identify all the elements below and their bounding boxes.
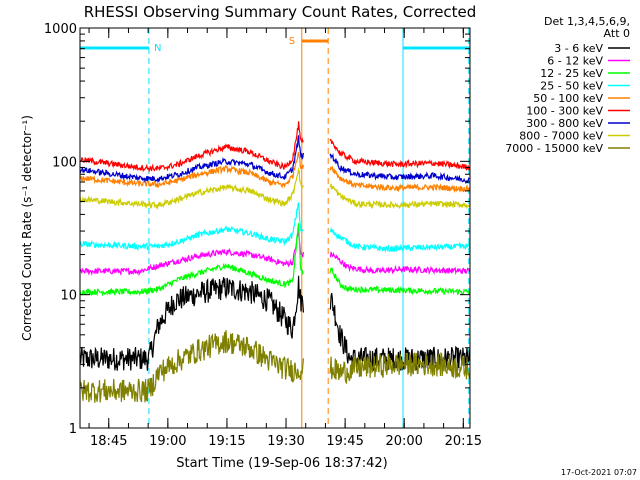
series-line-1 [79, 230, 470, 277]
series-line-8 [79, 330, 470, 403]
series-line-6 [79, 135, 470, 185]
y-axis: 1 10 100 1000 [44, 22, 470, 437]
x-axis: 18:45 19:00 19:15 19:30 19:45 20:00 20:15 [88, 28, 482, 449]
x-tick-label: 19:30 [267, 434, 304, 449]
saa-flag-label: S [289, 36, 295, 47]
series-line-3 [79, 201, 470, 254]
x-tick-label: 20:00 [385, 434, 422, 449]
y-tick-label: 1000 [44, 22, 77, 37]
legend-entry-label: 25 - 50 keV [540, 80, 603, 93]
timestamp: 17-Oct-2021 07:07 [561, 468, 637, 477]
legend-entry-label: 50 - 100 keV [533, 92, 603, 105]
legend-entry-label: 100 - 300 keV [526, 105, 603, 118]
series-line-5 [79, 121, 470, 173]
x-tick-label: 18:45 [90, 434, 127, 449]
y-tick-label: 10 [60, 289, 77, 304]
y-axis-label: Corrected Count Rate (s⁻¹ detector⁻¹) [20, 115, 34, 341]
legend-entry-label: 300 - 800 keV [526, 117, 603, 130]
chart-title: RHESSI Observing Summary Count Rates, Co… [84, 3, 477, 21]
legend-header-line: Det 1,3,4,5,6,9, [544, 15, 630, 28]
x-tick-label: 20:15 [445, 434, 482, 449]
y-tick-label: 1 [69, 422, 77, 437]
series-line-4 [79, 151, 470, 194]
legend-entry-label: 6 - 12 keV [547, 55, 603, 68]
plot-frame [79, 27, 471, 429]
series-line-7 [79, 167, 470, 211]
x-tick-label: 19:45 [326, 434, 363, 449]
legend-entry-label: 800 - 7000 keV [519, 130, 603, 143]
legend-entry-label: 12 - 25 keV [540, 67, 603, 80]
series-layer [79, 121, 470, 403]
legend-header-line: Att 0 [604, 27, 630, 40]
legend-entry-label: 7000 - 15000 keV [505, 142, 603, 155]
night-flag-label: N [154, 43, 161, 54]
x-tick-label: 19:15 [208, 434, 245, 449]
legend-entry-label: 3 - 6 keV [554, 42, 603, 55]
x-axis-label: Start Time (19-Sep-06 18:37:42) [176, 456, 387, 471]
series-line-2 [79, 223, 470, 297]
y-tick-label: 100 [52, 155, 77, 170]
x-tick-label: 19:00 [149, 434, 186, 449]
